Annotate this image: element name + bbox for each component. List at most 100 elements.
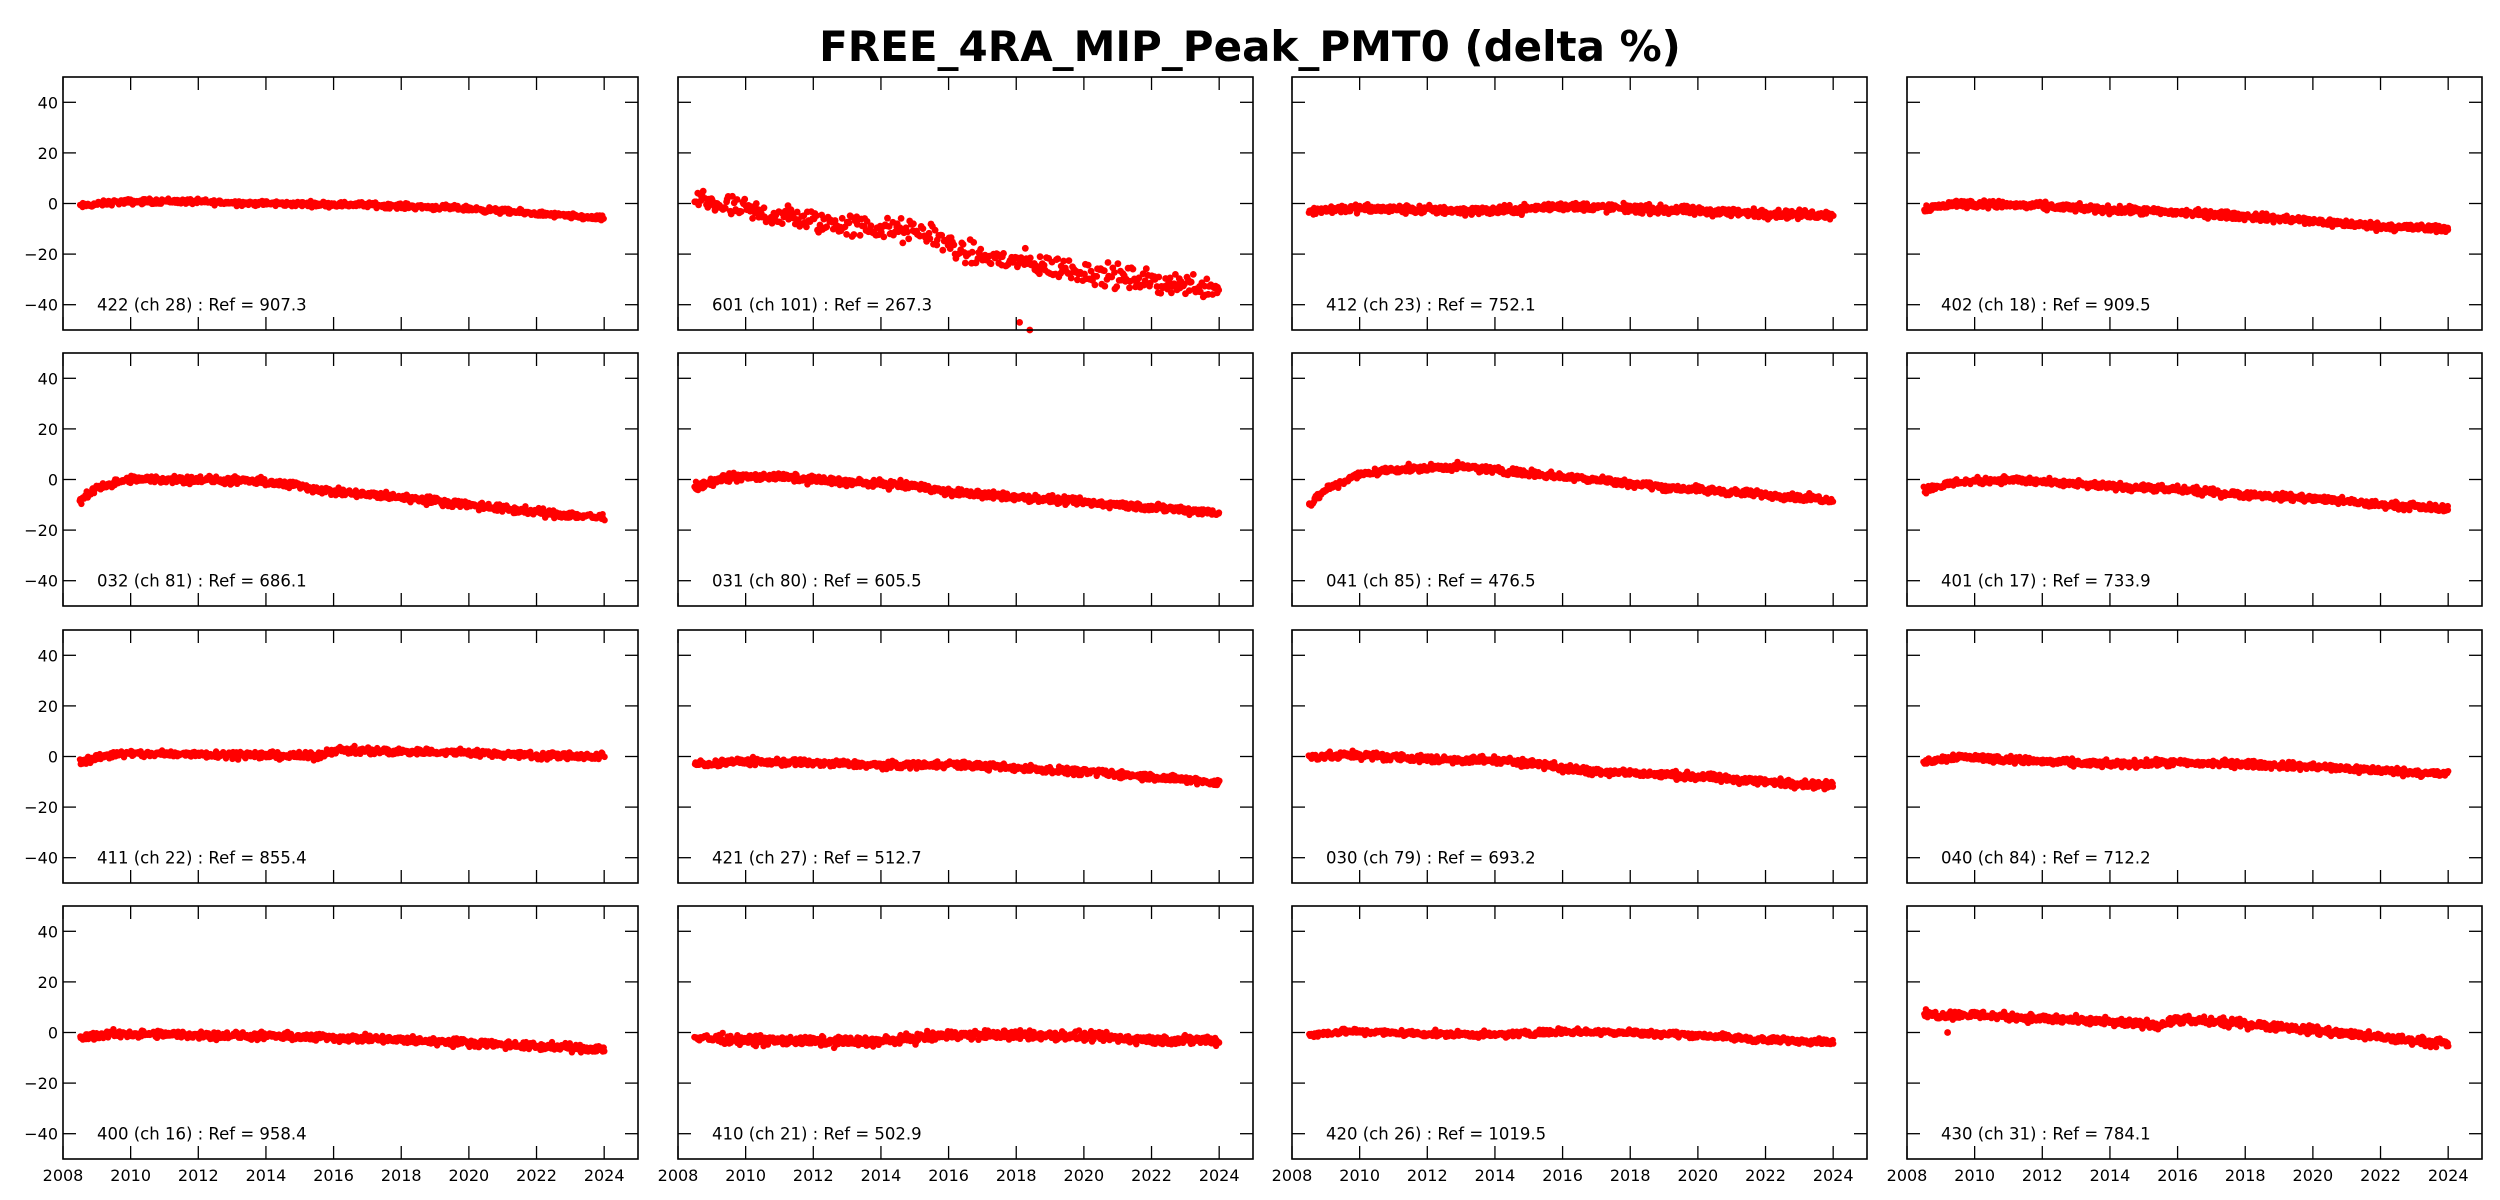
- data-point: [905, 235, 913, 243]
- data-point: [1168, 289, 1175, 297]
- data-point: [1026, 254, 1034, 262]
- data-point: [1104, 259, 1112, 266]
- data-point: [896, 224, 904, 232]
- data-point: [1203, 275, 1211, 283]
- data-point: [2444, 226, 2452, 233]
- data-point: [778, 220, 786, 228]
- data-points: [1305, 199, 1837, 223]
- y-tick-label: 20: [38, 420, 58, 439]
- y-tick-label: 40: [38, 369, 58, 388]
- data-point: [1172, 271, 1179, 278]
- data-point: [1084, 261, 1092, 269]
- data-point: [850, 231, 858, 238]
- data-point: [1189, 271, 1197, 278]
- data-point: [899, 239, 907, 247]
- data-point: [823, 223, 831, 231]
- data-point: [897, 215, 905, 222]
- data-point: [933, 241, 941, 249]
- data-point: [884, 214, 891, 222]
- data-point: [970, 239, 978, 246]
- panel-2: 412 (ch 23) : Ref = 752.1: [1291, 76, 1868, 331]
- data-point: [601, 517, 608, 524]
- y-tick-label: −40: [24, 572, 58, 591]
- data-point: [880, 233, 888, 241]
- data-point: [843, 231, 850, 238]
- y-tick-label: −20: [24, 245, 58, 264]
- data-point: [813, 212, 820, 220]
- data-points: [691, 469, 1223, 519]
- data-points: [76, 195, 607, 224]
- data-point: [1036, 253, 1044, 261]
- data-point: [733, 196, 741, 203]
- data-point: [959, 241, 967, 248]
- data-point: [910, 220, 917, 228]
- data-point: [803, 223, 810, 231]
- data-point: [968, 248, 976, 256]
- data-point: [867, 222, 875, 230]
- data-point: [1166, 274, 1174, 282]
- data-point: [1093, 272, 1101, 280]
- data-points: [1921, 197, 2452, 236]
- data-points: [691, 187, 1223, 334]
- data-point: [987, 260, 995, 268]
- data-point: [1583, 200, 1591, 207]
- data-point: [749, 215, 756, 222]
- data-point: [737, 208, 745, 216]
- data-point: [1111, 269, 1118, 276]
- data-point: [838, 214, 846, 222]
- data-point: [1067, 274, 1075, 282]
- data-point: [977, 245, 985, 253]
- data-point: [793, 208, 801, 216]
- data-point: [961, 259, 969, 267]
- panel-label: 032 (ch 81) : Ref = 686.1: [97, 572, 307, 591]
- panel-label: 402 (ch 18) : Ref = 909.5: [1941, 296, 2151, 315]
- data-point: [1113, 283, 1121, 291]
- panel-label: 412 (ch 23) : Ref = 752.1: [1326, 296, 1536, 315]
- y-tick-label: 20: [38, 144, 58, 163]
- panel-label: 422 (ch 28) : Ref = 907.3: [97, 296, 307, 315]
- data-points: [1920, 473, 2452, 515]
- data-point: [760, 204, 768, 212]
- data-point: [1065, 257, 1073, 264]
- panel-3: 402 (ch 18) : Ref = 909.5: [1906, 76, 2483, 331]
- data-point: [699, 187, 707, 195]
- panel-1: 601 (ch 101) : Ref = 267.3: [677, 76, 1254, 334]
- data-point: [1100, 267, 1108, 275]
- data-point: [721, 204, 729, 212]
- data-point: [1129, 265, 1137, 273]
- data-point: [1187, 278, 1195, 286]
- data-points: [1306, 458, 1837, 509]
- data-point: [1829, 498, 1837, 505]
- data-point: [925, 229, 933, 237]
- outlier-point: [1016, 319, 1023, 326]
- panel-6: 041 (ch 85) : Ref = 476.5: [1291, 352, 1868, 607]
- data-point: [1185, 287, 1193, 294]
- data-point: [741, 195, 749, 203]
- panel-7: 401 (ch 17) : Ref = 733.9: [1906, 352, 2483, 607]
- panel-label: 601 (ch 101) : Ref = 267.3: [712, 296, 932, 315]
- panel-label: 041 (ch 85) : Ref = 476.5: [1326, 572, 1536, 591]
- y-tick-label: 40: [38, 93, 58, 112]
- data-point: [600, 215, 607, 222]
- data-point: [1000, 250, 1007, 257]
- data-point: [1060, 257, 1067, 265]
- data-point: [1054, 255, 1062, 263]
- data-point: [1146, 279, 1154, 287]
- data-point: [1126, 284, 1133, 292]
- data-point: [863, 218, 871, 225]
- y-tick-label: 0: [48, 195, 58, 214]
- data-point: [904, 228, 911, 236]
- data-point: [1021, 244, 1029, 252]
- data-point: [1091, 281, 1099, 289]
- data-point: [1114, 260, 1122, 268]
- data-point: [919, 225, 927, 233]
- data-point: [1830, 212, 1837, 219]
- y-tick-label: −20: [24, 521, 58, 540]
- data-point: [1101, 282, 1109, 290]
- data-point: [1155, 273, 1163, 281]
- data-points: [76, 472, 608, 524]
- figure-title: FREE_4RA_MIP_Peak_PMT0 (delta %): [819, 22, 1681, 71]
